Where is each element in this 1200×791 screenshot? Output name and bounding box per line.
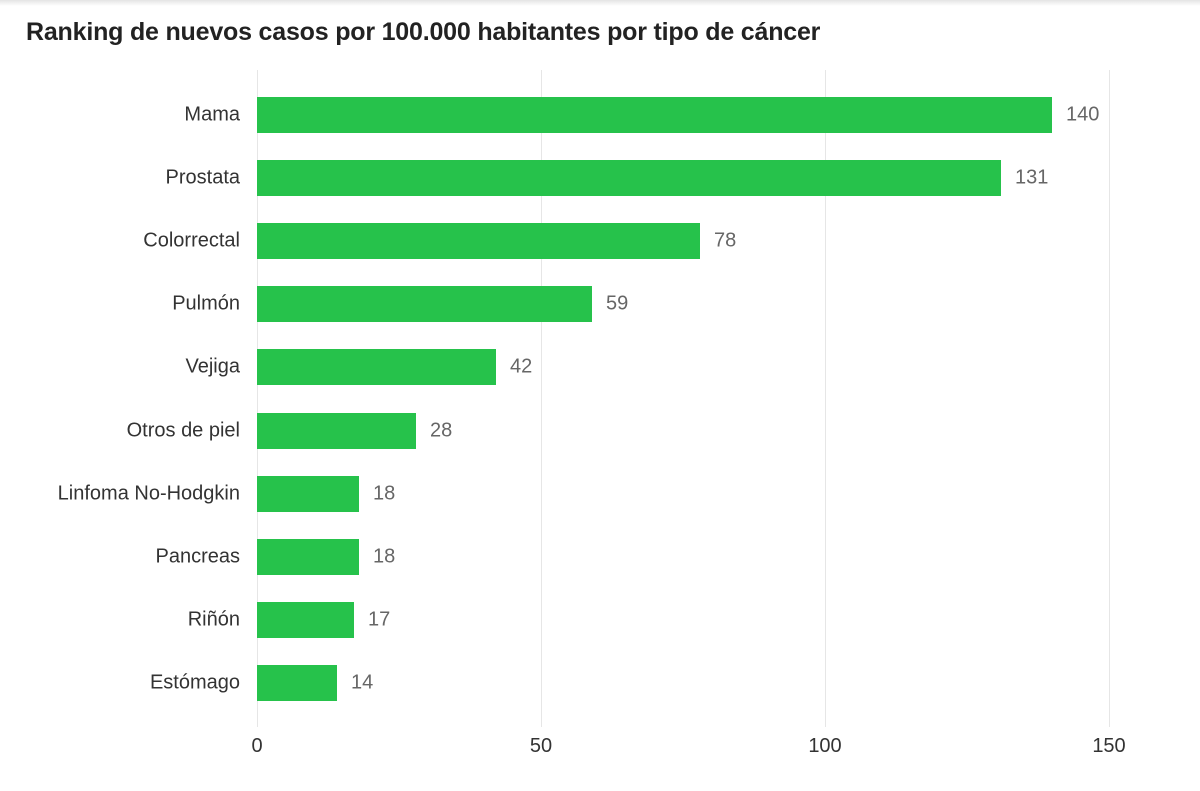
- top-shadow: [0, 0, 1200, 6]
- x-tick-label: 100: [808, 735, 842, 757]
- gridline: [257, 70, 258, 727]
- category-label: Prostata: [165, 166, 240, 189]
- category-label: Mama: [184, 103, 240, 126]
- bar-value-label: 18: [373, 545, 396, 568]
- category-label: Riñón: [187, 608, 240, 631]
- bar[interactable]: [257, 223, 700, 260]
- bar[interactable]: [257, 97, 1052, 133]
- category-label: Colorrectal: [143, 229, 240, 252]
- bar-value-label: 28: [430, 419, 453, 441]
- bar[interactable]: [257, 601, 354, 638]
- bar[interactable]: [257, 286, 592, 323]
- x-tick-label: 150: [1092, 735, 1126, 757]
- category-label: Otros de piel: [126, 419, 240, 441]
- bar-value-label: 18: [373, 482, 396, 505]
- category-label: Vejiga: [185, 355, 241, 378]
- bar[interactable]: [257, 475, 359, 512]
- category-label: Pancreas: [155, 545, 241, 568]
- chart-title: Ranking de nuevos casos por 100.000 habi…: [26, 18, 821, 46]
- gridline: [825, 70, 826, 727]
- bar[interactable]: [257, 349, 496, 386]
- category-label: Linfoma No-Hodgkin: [57, 482, 240, 505]
- category-label: Pulmón: [172, 292, 240, 315]
- bar-value-label: 140: [1066, 103, 1100, 126]
- bar-value-label: 131: [1015, 166, 1049, 189]
- bar-value-label: 42: [510, 355, 533, 378]
- bar-value-label: 17: [368, 608, 391, 631]
- bar-value-label: 14: [351, 671, 374, 694]
- gridline: [1109, 70, 1110, 727]
- bar-value-label: 59: [606, 292, 629, 315]
- category-label: Estómago: [149, 671, 240, 694]
- bar[interactable]: [257, 412, 416, 449]
- bar[interactable]: [257, 538, 359, 575]
- x-tick-label: 0: [251, 735, 263, 757]
- gridline: [541, 70, 542, 727]
- bar[interactable]: [257, 664, 337, 701]
- bar[interactable]: [257, 160, 1001, 197]
- x-tick-label: 50: [529, 735, 553, 757]
- bar-value-label: 78: [714, 229, 737, 252]
